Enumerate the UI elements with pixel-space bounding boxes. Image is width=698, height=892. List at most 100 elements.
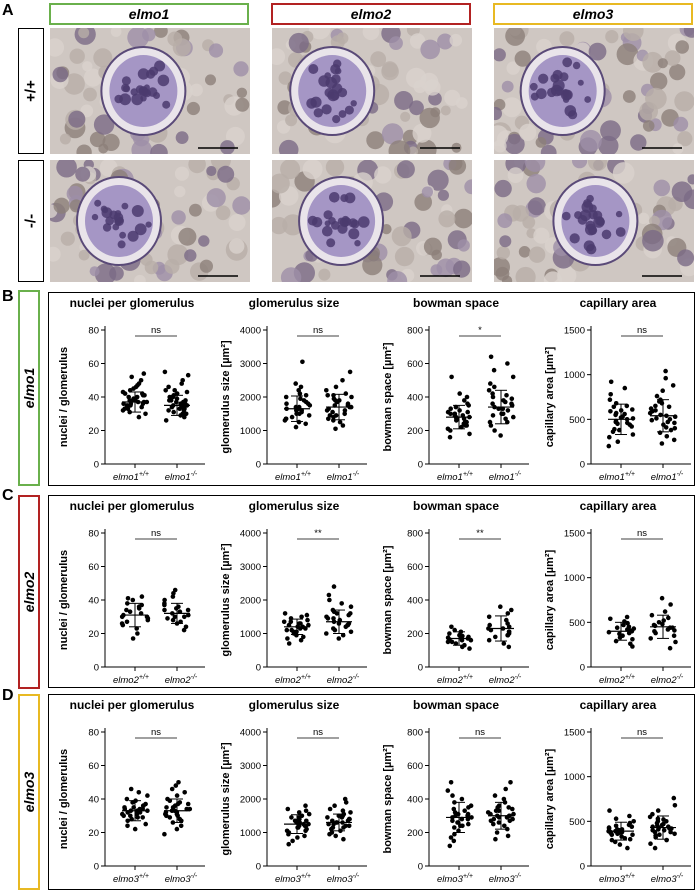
data-point [124,403,130,408]
data-point [504,393,509,398]
data-point [615,439,621,445]
significance-label: ns [313,325,323,336]
x-tick-label: elmo1-/- [651,471,684,483]
data-point [628,641,633,647]
data-point [340,632,346,638]
data-point [613,410,619,416]
data-point [671,633,677,638]
data-point [284,828,290,834]
data-point [340,378,345,383]
data-point [498,433,503,438]
x-tick-label: elmo2-/- [651,674,684,686]
data-point [340,423,346,428]
data-point [670,383,676,388]
column-header-elmo3: elmo3 [493,3,693,25]
data-point [453,641,459,646]
data-point [613,419,619,425]
data-point [627,813,632,819]
data-point [347,369,353,375]
data-point [648,841,653,846]
y-tick-label: 0 [94,460,99,471]
y-tick-label: 400 [407,393,423,404]
data-point [301,634,306,640]
data-point [608,616,613,622]
y-tick-label: 0 [256,663,261,674]
data-point [288,619,294,625]
x-tick-label: elmo3-/- [327,873,360,885]
data-point [306,413,312,418]
data-point [285,636,290,641]
significance-label: ns [475,727,485,738]
data-point [672,420,677,426]
y-tick-label: 500 [569,817,585,828]
data-point [657,430,663,436]
data-point [136,414,142,420]
data-point [333,426,338,432]
data-point [466,805,471,810]
y-axis-label: bowman space [µm²] [382,545,394,654]
y-axis-label: glomerulus size [µm²] [220,543,232,657]
data-point [119,621,125,626]
data-point [503,786,509,792]
data-point [142,393,147,398]
data-point [652,629,657,634]
data-point [495,805,501,810]
data-point [625,420,630,426]
data-point [162,601,167,606]
data-point [656,620,662,625]
data-point [658,412,663,418]
data-point [653,403,658,409]
y-tick-label: 40 [88,596,99,607]
data-point [295,835,300,840]
data-point [506,805,512,810]
data-point [506,644,512,650]
data-point [167,815,173,820]
y-tick-label: 800 [407,529,423,540]
data-point [607,397,613,403]
data-point [296,388,302,393]
x-tick-label: elmo3+/+ [437,873,473,885]
data-point [298,396,303,402]
data-point [505,632,510,638]
data-point [607,808,612,813]
data-point [662,609,668,614]
data-point [284,627,290,633]
y-tick-label: 400 [407,596,423,607]
data-point [298,637,304,643]
x-tick-label: elmo1+/+ [113,471,149,483]
y-tick-label: 0 [418,862,423,873]
y-axis-label: glomerulus size [µm²] [220,742,232,856]
micrograph-elmo1-wildtype [50,28,250,154]
data-point [290,838,295,844]
data-point [331,393,336,398]
data-point [162,607,167,613]
data-point [124,607,129,613]
column-header-elmo2: elmo2 [271,3,471,25]
data-point [452,627,458,633]
data-point [672,628,677,633]
data-point [502,823,507,829]
data-point [283,416,289,422]
chart-title: capillary area [580,296,657,310]
data-point [126,394,131,400]
y-tick-label: 1000 [564,370,585,381]
data-point [165,616,170,621]
significance-label: ** [476,528,484,539]
data-point [325,393,331,398]
data-point [501,641,507,646]
data-point [303,393,309,398]
data-point [627,820,633,826]
data-point [654,416,659,421]
data-point [656,827,661,832]
data-point [672,803,678,808]
data-point [164,813,169,819]
y-axis-label: nuclei / glomerulus [58,550,70,650]
y-axis-label: capillary area [µm²] [544,346,556,447]
data-point [462,398,467,403]
data-point [511,414,516,420]
micrograph-elmo3-mutant [494,160,694,282]
data-point [505,833,511,839]
data-point [648,406,654,411]
y-tick-label: 40 [88,795,99,806]
chart-title: capillary area [580,499,657,513]
